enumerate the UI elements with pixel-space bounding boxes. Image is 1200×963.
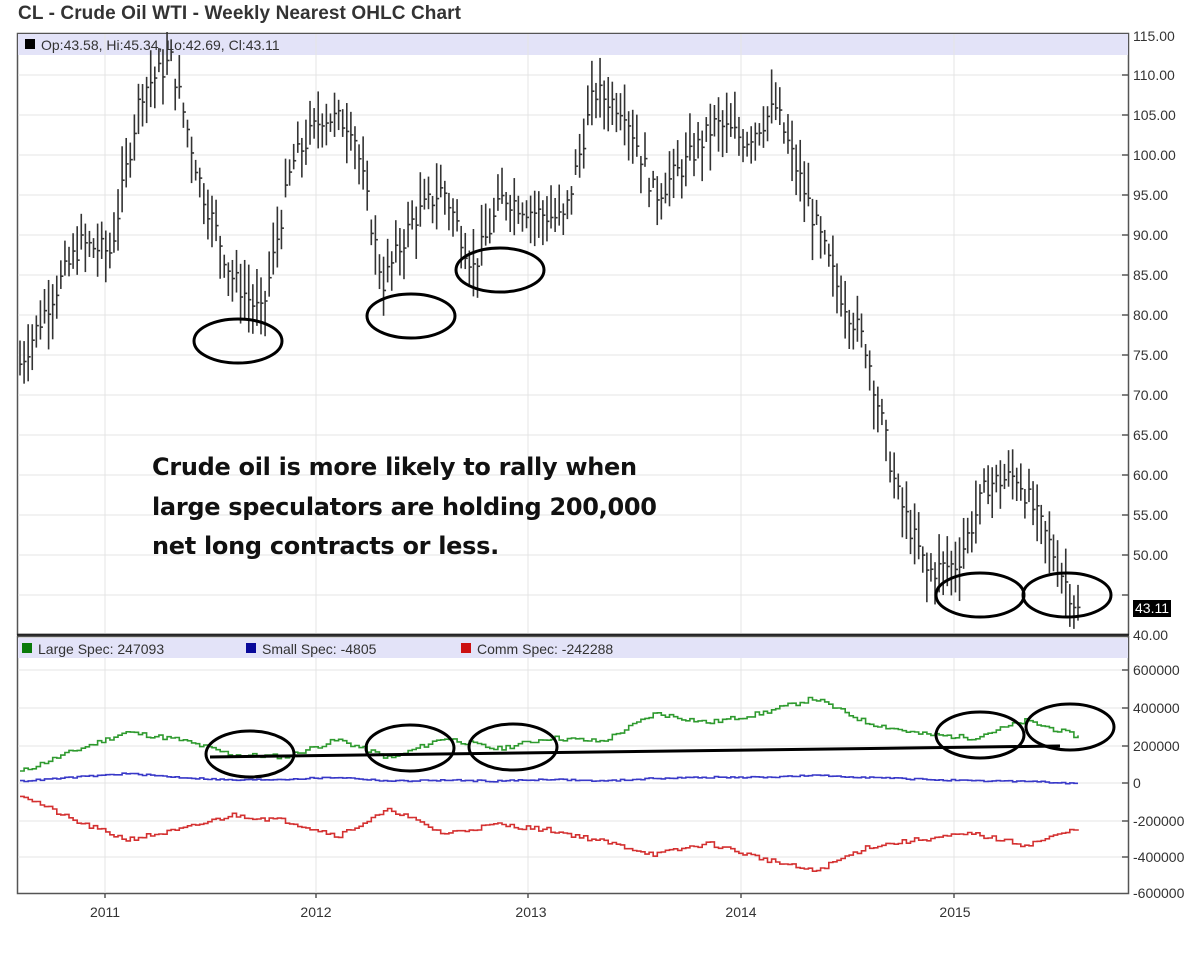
indicator-axis-ticks	[1122, 669, 1129, 858]
x-axis-labels: 2011 2012 2013 2014 2015	[90, 904, 971, 920]
price-axis-labels: 115.00 110.00 105.00 100.00 95.00 90.00 …	[1133, 28, 1176, 643]
indicator-legend: Large Spec: 247093 Small Spec: -4805 Com…	[22, 641, 613, 657]
circle-2011-low	[192, 317, 284, 365]
reference-200k-line	[209, 744, 1061, 759]
svg-text:-400000: -400000	[1133, 849, 1185, 865]
svg-text:80.00: 80.00	[1133, 307, 1168, 323]
svg-text:55.00: 55.00	[1133, 507, 1168, 523]
svg-text:100.00: 100.00	[1133, 147, 1176, 163]
small-spec-swatch	[246, 643, 256, 653]
annotation-line-3: net long contracts or less.	[152, 532, 499, 560]
svg-text:105.00: 105.00	[1133, 107, 1176, 123]
svg-text:400000: 400000	[1133, 700, 1180, 716]
comm-spec-label: Comm Spec: -242288	[477, 641, 613, 657]
indicator-pane-frame	[16, 635, 1130, 895]
comm-spec-swatch	[461, 643, 471, 653]
svg-text:90.00: 90.00	[1133, 227, 1168, 243]
comm-spec-line	[20, 795, 1079, 873]
svg-text:2011: 2011	[90, 904, 120, 920]
svg-text:2012: 2012	[300, 904, 331, 920]
svg-text:115.00: 115.00	[1133, 28, 1175, 44]
price-legend-text: Op:43.58, Hi:45.34, Lo:42.69, Cl:43.11	[41, 37, 280, 53]
svg-text:50.00: 50.00	[1133, 547, 1168, 563]
svg-text:60.00: 60.00	[1133, 467, 1168, 483]
svg-text:2015: 2015	[939, 904, 970, 920]
small-spec-label: Small Spec: -4805	[262, 641, 377, 657]
svg-text:-200000: -200000	[1133, 813, 1185, 829]
indicator-highlight-circles	[204, 702, 1116, 779]
indicator-axis-labels: 600000 400000 200000 0 -200000 -400000 -…	[1133, 662, 1185, 901]
price-gridlines	[18, 34, 1128, 634]
x-axis-ticks	[104, 893, 955, 898]
large-spec-swatch	[22, 643, 32, 653]
svg-text:0: 0	[1133, 775, 1141, 791]
svg-text:65.00: 65.00	[1133, 427, 1168, 443]
svg-text:40.00: 40.00	[1133, 627, 1168, 643]
large-spec-label: Large Spec: 247093	[38, 641, 164, 657]
svg-text:200000: 200000	[1133, 738, 1180, 754]
svg-text:-600000: -600000	[1133, 885, 1185, 901]
svg-text:70.00: 70.00	[1133, 387, 1168, 403]
small-spec-line	[20, 772, 1078, 785]
annotation-line-2: large speculators are holding 200,000	[152, 492, 657, 521]
svg-text:85.00: 85.00	[1133, 267, 1168, 283]
svg-text:600000: 600000	[1133, 662, 1180, 678]
price-pane-frame	[16, 32, 1130, 636]
price-axis-ticks	[1122, 74, 1129, 596]
price-legend-strip	[18, 34, 1128, 55]
svg-text:2013: 2013	[515, 904, 546, 920]
indicator-legend-strip	[18, 638, 1128, 658]
svg-text:2014: 2014	[725, 904, 756, 920]
last-price-badge: 43.11	[1133, 600, 1171, 617]
price-highlight-circles	[192, 246, 1113, 619]
chart-title: CL - Crude Oil WTI - Weekly Nearest OHLC…	[18, 3, 462, 24]
ohlc-series	[19, 32, 1081, 629]
svg-text:75.00: 75.00	[1133, 347, 1168, 363]
circle-2012-late-low	[454, 246, 546, 294]
svg-text:110.00: 110.00	[1133, 67, 1175, 83]
price-legend-swatch	[25, 39, 35, 49]
svg-text:95.00: 95.00	[1133, 187, 1168, 203]
chart-annotation: Crude oil is more likely to rally when l…	[152, 448, 657, 567]
circle-2015-recent	[1021, 571, 1113, 619]
circle-2012-low	[365, 292, 457, 340]
annotation-line-1: Crude oil is more likely to rally when	[152, 453, 637, 481]
